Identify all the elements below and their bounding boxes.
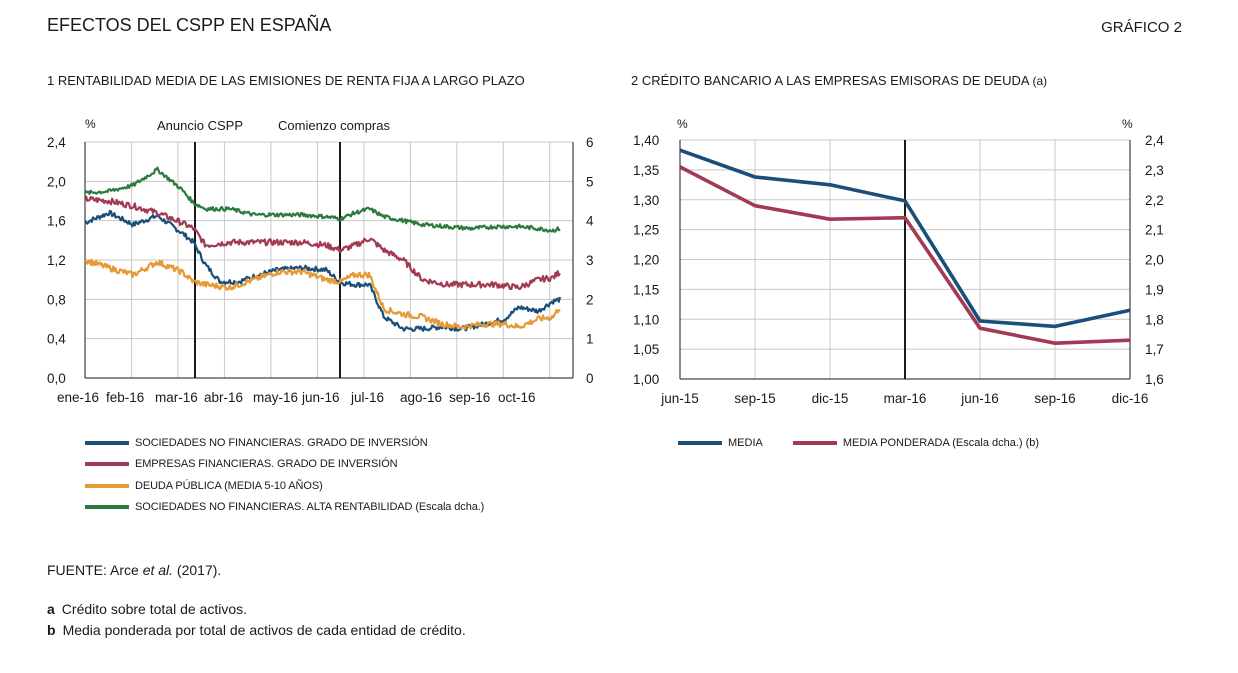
chart1-legend-swatch — [85, 505, 129, 510]
chart1-ytick-right: 2 — [586, 292, 594, 307]
figure-number: GRÁFICO 2 — [1101, 19, 1182, 36]
chart1-xtick: mar-16 — [155, 390, 198, 405]
chart1-legend-label: SOCIEDADES NO FINANCIERAS. ALTA RENTABIL… — [135, 501, 485, 514]
chart2-ytick-right: 2,4 — [1145, 133, 1164, 148]
chart1-legend: SOCIEDADES NO FINANCIERAS. GRADO DE INVE… — [85, 432, 484, 518]
chart1-ytick-left: 0,4 — [47, 332, 66, 347]
chart2-ytick-left: 1,20 — [633, 253, 659, 268]
footnote-b: b Media ponderada por total de activos de… — [47, 620, 466, 641]
chart1-series-line — [84, 195, 561, 291]
chart1-ytick-right: 0 — [586, 371, 594, 386]
chart1-ytick-left: 0,0 — [47, 371, 66, 386]
footnotes: a Crédito sobre total de activos. b Media … — [47, 599, 466, 641]
chart2-ytick-right: 2,2 — [1145, 193, 1164, 208]
chart1-unit-label: % — [85, 117, 96, 131]
chart2-plot: jun-15 sep-15 dic-15 mar-16 jun-16 sep-16 dic-… — [633, 117, 1164, 406]
chart1-legend-item: SOCIEDADES NO FINANCIERAS. ALTA RENTABIL… — [85, 497, 484, 519]
chart1-ytick-left: 1,6 — [47, 214, 66, 229]
chart1-ytick-right: 6 — [586, 135, 594, 150]
chart2-xtick: dic-15 — [812, 391, 849, 406]
chart2-xtick: mar-16 — [884, 391, 927, 406]
chart1-xtick: jun-16 — [301, 390, 340, 405]
chart1-xtick: may-16 — [253, 390, 298, 405]
chart1-xtick: ene-16 — [57, 390, 99, 405]
chart2-ytick-left: 1,30 — [633, 193, 659, 208]
chart2-ytick-right: 2,3 — [1145, 163, 1164, 178]
chart2-xtick: jun-15 — [660, 391, 699, 406]
chart2-legend: MEDIA MEDIA PONDERADA (Escala dcha.) (b) — [678, 437, 1039, 449]
source-prefix: FUENTE: Arce — [47, 562, 143, 578]
chart1-legend-item: EMPRESAS FINANCIERAS. GRADO DE INVERSIÓN — [85, 454, 484, 476]
chart2-unit-left: % — [677, 117, 688, 131]
chart2-ytick-right: 1,6 — [1145, 372, 1164, 387]
chart1-xtick: abr-16 — [204, 390, 243, 405]
chart2-unit-right: % — [1122, 117, 1133, 131]
chart2-ytick-left: 1,05 — [633, 342, 659, 357]
chart2-series-line — [679, 148, 1131, 329]
chart2-legend-label: MEDIA PONDERADA (Escala dcha.) (b) — [842, 437, 1040, 449]
footnote-b-key: b — [47, 622, 56, 638]
chart2-ytick-right: 1,8 — [1145, 312, 1164, 327]
chart2-ytick-right: 1,7 — [1145, 342, 1164, 357]
chart1-ytick-left: 1,2 — [47, 253, 66, 268]
footnote-a-key: a — [47, 601, 55, 617]
chart2-legend-label: MEDIA — [728, 437, 763, 449]
chart2-xtick: jun-16 — [960, 391, 999, 406]
chart1-ytick-right: 3 — [586, 253, 594, 268]
footnote-b-text: Media ponderada por total de activos de … — [62, 622, 466, 638]
chart1-xtick: oct-16 — [498, 390, 536, 405]
chart1-xtick: ago-16 — [400, 390, 442, 405]
chart2-ytick-left: 1,40 — [633, 133, 659, 148]
chart1-legend-label: SOCIEDADES NO FINANCIERAS. GRADO DE INVE… — [135, 436, 428, 449]
chart1-ytick-right: 5 — [586, 174, 594, 189]
chart1-plot: 0,0 0,4 0,8 1,2 1,6 2,0 2,4 0 1 2 3 4 5 6% ene-16 feb-1… — [47, 117, 594, 405]
chart1-ytick-right: 4 — [586, 214, 594, 229]
chart2-legend-swatch — [678, 441, 722, 445]
footnote-a: a Crédito sobre total de activos. — [47, 599, 466, 620]
chart1-title: 1 RENTABILIDAD MEDIA DE LAS EMISIONES DE… — [47, 73, 525, 88]
chart1-xtick: feb-16 — [106, 390, 144, 405]
chart2-xtick: sep-16 — [1034, 391, 1075, 406]
figure-title: EFECTOS DEL CSPP EN ESPAÑA — [47, 15, 332, 35]
chart2-ytick-left: 1,15 — [633, 282, 659, 297]
chart2-ytick-right: 2,1 — [1145, 223, 1164, 238]
chart2-xtick: dic-16 — [1112, 391, 1149, 406]
chart2-title: 2 CRÉDITO BANCARIO A LAS EMPRESAS EMISOR… — [631, 73, 1047, 88]
chart1-legend-item: DEUDA PÚBLICA (MEDIA 5-10 AÑOS) — [85, 475, 484, 497]
chart2-legend-swatch — [792, 441, 837, 445]
chart2-xtick: sep-15 — [734, 391, 775, 406]
chart2-ytick-left: 1,10 — [633, 312, 659, 327]
chart2-ytick-right: 2,0 — [1145, 253, 1164, 268]
source-suffix: (2017). — [173, 562, 222, 578]
chart2-ytick-right: 1,9 — [1145, 282, 1164, 297]
chart1-series-line — [84, 166, 561, 233]
chart1-xtick: sep-16 — [449, 390, 490, 405]
chart1-legend-item: SOCIEDADES NO FINANCIERAS. GRADO DE INVE… — [85, 432, 484, 454]
chart1-legend-label: DEUDA PÚBLICA (MEDIA 5-10 AÑOS) — [135, 479, 323, 492]
chart2-title-suffix: (a) — [1032, 74, 1048, 88]
source-italic: et al. — [142, 562, 174, 578]
chart1-legend-swatch — [85, 440, 129, 445]
chart2-ytick-left: 1,00 — [633, 372, 659, 387]
chart2-ytick-left: 1,25 — [633, 223, 659, 238]
chart1-series-line — [84, 258, 561, 331]
chart1-ytick-left: 0,8 — [47, 292, 66, 307]
chart1-legend-swatch — [85, 483, 129, 488]
chart2-ytick-left: 1,35 — [633, 163, 659, 178]
chart1-ytick-right: 1 — [586, 332, 594, 347]
chart1-ytick-left: 2,4 — [47, 135, 66, 150]
chart2-title-text: 2 CRÉDITO BANCARIO A LAS EMPRESAS EMISOR… — [631, 73, 1029, 88]
source-note: FUENTE: Arce et al. (2017). — [47, 562, 221, 578]
chart1-legend-swatch — [85, 462, 129, 467]
chart1-annotation-label: Anuncio CSPP — [157, 118, 243, 133]
chart1-annotation-label: Comienzo compras — [278, 118, 390, 133]
chart1-ytick-left: 2,0 — [47, 174, 66, 189]
chart1-xtick: jul-16 — [350, 390, 384, 405]
chart1-legend-label: EMPRESAS FINANCIERAS. GRADO DE INVERSIÓN — [135, 458, 398, 471]
footnote-a-text: Crédito sobre total de activos. — [61, 601, 248, 617]
chart2-series-line — [679, 165, 1131, 345]
